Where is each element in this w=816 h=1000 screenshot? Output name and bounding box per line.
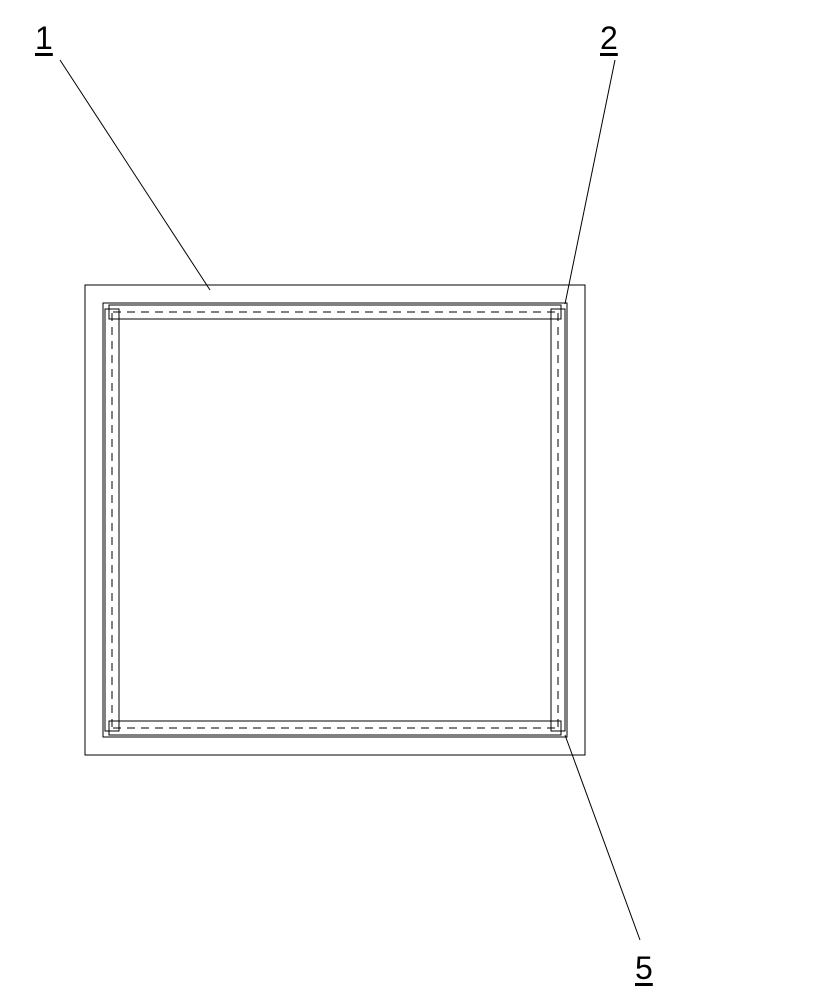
leader-line-5 [565, 735, 640, 940]
leader-line-1 [60, 60, 210, 290]
diagram-svg [0, 0, 816, 1000]
callout-label-2: 2 [600, 20, 618, 57]
outer-frame-inner [103, 303, 567, 737]
callout-label-1: 1 [35, 20, 53, 57]
leader-line-2 [565, 60, 615, 304]
outer-frame-outer [85, 285, 585, 755]
technical-diagram: 1 2 5 [0, 0, 816, 1000]
callout-label-5: 5 [635, 950, 653, 987]
